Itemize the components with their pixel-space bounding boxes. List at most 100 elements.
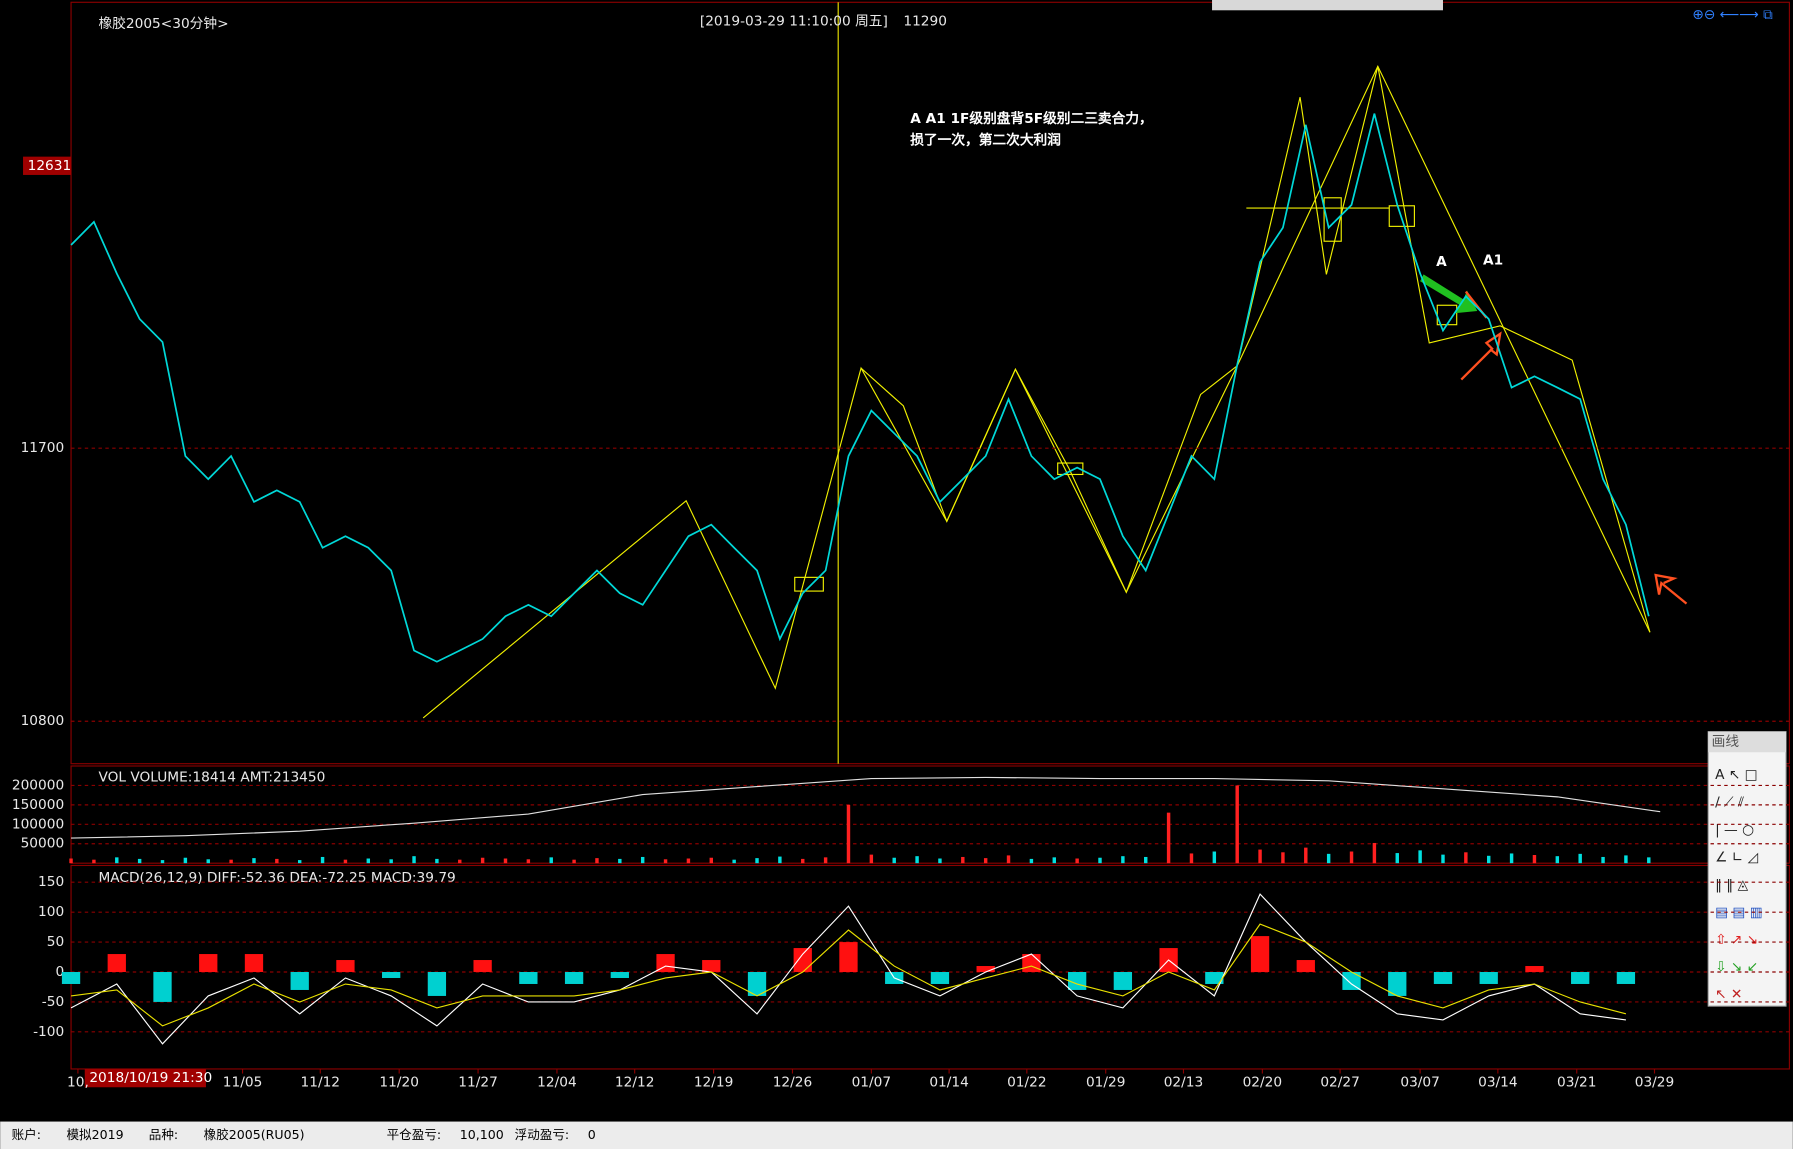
volume-bar: [595, 858, 599, 864]
volume-bar: [92, 859, 96, 864]
y-tick-label: 100: [38, 904, 64, 920]
tool-icons[interactable]: ⇩ ↘ ↙: [1715, 959, 1758, 975]
volume-bar: [206, 859, 210, 864]
volume-bar: [1487, 855, 1491, 864]
y-tick-label: 0: [55, 964, 64, 980]
volume-bar: [1464, 852, 1468, 864]
volume-bar: [1349, 851, 1354, 864]
box: [1323, 197, 1342, 242]
status-bar: [0, 1121, 1793, 1149]
volume-bar: [1578, 853, 1582, 864]
volume-panel: [70, 765, 1790, 864]
volume-bar: [983, 858, 988, 864]
volume-bar: [183, 857, 188, 864]
orange-arrow: [1654, 573, 1688, 605]
volume-bar: [1326, 853, 1331, 864]
x-tick-label: 10,: [67, 1075, 89, 1091]
status-text: 账户:: [12, 1127, 41, 1142]
volume-bar: [663, 859, 668, 864]
tool-icons[interactable]: / ⟋ ⫽: [1715, 795, 1745, 811]
status-text: 品种:: [149, 1127, 178, 1142]
y-tick-label: 150: [38, 874, 64, 890]
volume-bar: [503, 858, 508, 864]
macd-bar: [793, 948, 812, 973]
macd-bar: [1250, 936, 1270, 973]
macd-bar: [1113, 972, 1133, 990]
macd-bar: [747, 972, 767, 996]
cursor-date: 2018/10/19 21:30: [89, 1070, 212, 1086]
x-tick-label: 03/14: [1478, 1075, 1518, 1091]
volume-bar: [1395, 853, 1399, 864]
x-tick-label: 03/07: [1400, 1075, 1440, 1091]
volume-bar: [412, 856, 416, 864]
macd-bar: [427, 972, 447, 996]
label: A1: [1483, 253, 1503, 269]
tool-icons[interactable]: ⇧ ↗ ↘: [1715, 932, 1758, 948]
x-tick-label: 01/22: [1007, 1075, 1047, 1091]
volume-bar: [1075, 858, 1079, 864]
box: [794, 576, 824, 592]
volume-bar: [1166, 812, 1171, 864]
status-text: 模拟2019: [66, 1127, 123, 1142]
x-tick-label: 11/20: [379, 1075, 418, 1091]
volume-bar: [938, 858, 942, 864]
volume-bar: [686, 858, 691, 864]
toolbox-title: 画线: [1712, 734, 1740, 750]
volume-bar: [1212, 851, 1217, 864]
tool-icons[interactable]: ↖ ✕: [1715, 987, 1742, 1003]
status-text: 浮动盈亏:: [515, 1127, 569, 1142]
macd-bar: [1433, 972, 1453, 984]
y-tick-label: 11700: [21, 440, 65, 456]
macd-bar: [1205, 972, 1224, 984]
x-tick-label: 02/20: [1243, 1075, 1283, 1091]
x-tick-label: 11/12: [301, 1075, 340, 1091]
tool-icons[interactable]: A ↖ □: [1715, 767, 1758, 783]
zoom-icons[interactable]: ⊕⊖ ⟵⟶ ⧉: [1692, 7, 1773, 23]
x-tick-label: 01/07: [852, 1075, 892, 1091]
toolbox: 画线 A ↖ □ / ⟋ ⫽ | — ○ ∠ ∟ ◿ ‖ ‖ ◬ ▤ ▤ ▥ ⇧…: [1707, 731, 1787, 1007]
date-tag: [84, 1068, 206, 1088]
box: [1388, 205, 1415, 227]
volume-bar: [526, 859, 531, 864]
top-toolbar[interactable]: [1212, 0, 1443, 11]
x-tick-label: 11/05: [223, 1075, 263, 1091]
tool-icons[interactable]: ‖ ‖ ◬: [1715, 877, 1748, 893]
volume-bar: [275, 858, 279, 864]
volume-bar: [892, 857, 896, 864]
toolbox-header: [1708, 731, 1786, 753]
volume-bar: [778, 856, 782, 864]
volume-bar: [640, 856, 645, 864]
macd-bar: [199, 954, 218, 973]
macd-bar: [656, 954, 675, 973]
volume-bar: [549, 857, 553, 864]
volume-bar: [1441, 854, 1445, 864]
x-tick-label: 12/19: [694, 1075, 734, 1091]
status-text: 橡胶2005(RU05): [204, 1127, 305, 1142]
macd-bar: [153, 972, 172, 1002]
annotation: A A1 1F级别盘背5F级别二三卖合力，: [910, 110, 1153, 127]
volume-bar: [1281, 852, 1285, 864]
macd-bar: [1479, 972, 1498, 984]
volume-bar: [1258, 849, 1262, 864]
price-line: [70, 113, 1650, 663]
x-tick-label: 02/27: [1320, 1075, 1360, 1091]
zigzag-fine: [860, 66, 1651, 633]
volume-bar: [229, 859, 233, 864]
volume-bar: [846, 804, 851, 864]
cursor-price-label: 12631: [28, 158, 72, 174]
tool-icons[interactable]: ∠ ∟ ◿: [1715, 849, 1758, 865]
tool-icons[interactable]: | — ○: [1715, 822, 1754, 838]
y-tick-label: 50: [47, 934, 64, 950]
volume-bar: [1052, 857, 1056, 864]
status-text: 平仓盈亏:: [387, 1127, 441, 1142]
annotation: 损了一次，第二次大利润: [910, 132, 1061, 149]
label: A: [1436, 254, 1447, 270]
x-tick-label: 12/12: [615, 1075, 655, 1091]
volume-bar: [389, 859, 393, 864]
y-tick-label: 50000: [21, 836, 65, 852]
volume-bar: [1509, 853, 1514, 864]
green-arrow: [1420, 274, 1478, 314]
